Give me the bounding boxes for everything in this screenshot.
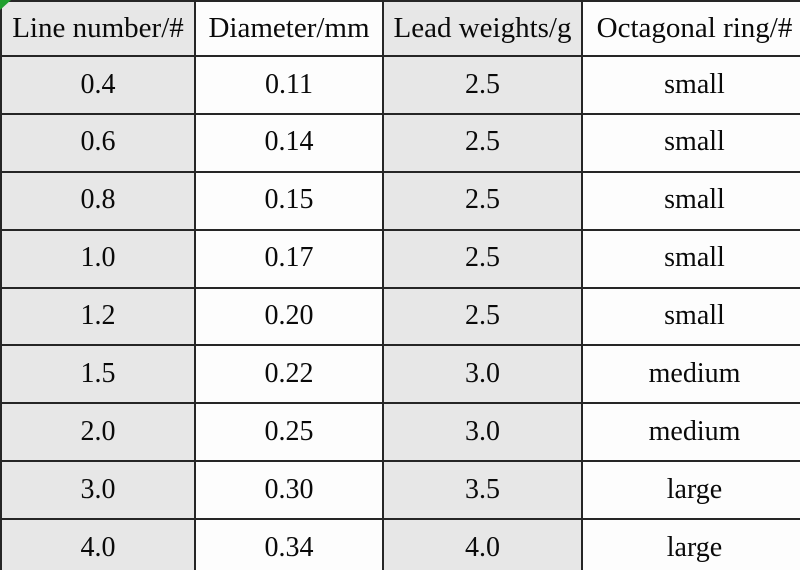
table-cell: 0.14 xyxy=(194,112,384,173)
table-cell: 0.30 xyxy=(194,460,384,520)
table-cell: 3.0 xyxy=(0,460,196,520)
table-cell: 3.0 xyxy=(382,344,583,405)
table-cell: 3.0 xyxy=(382,402,583,463)
table-cell: 2.5 xyxy=(382,228,583,289)
table-cell: small xyxy=(581,170,800,231)
table-cell: 1.5 xyxy=(0,344,196,405)
table-body: 0.4 0.11 2.5 small 0.6 0.14 2.5 small 0.8 0.15 2.5… xyxy=(0,55,800,570)
table-row: 0.4 0.11 2.5 small xyxy=(0,55,800,115)
table-row: 1.5 0.22 3.0 medium xyxy=(0,344,800,405)
table-cell: 2.5 xyxy=(382,286,583,347)
table-cell: 2.0 xyxy=(0,402,196,463)
table-cell: 2.5 xyxy=(382,55,583,115)
table-cell: 3.5 xyxy=(382,460,583,520)
table-cell: 0.20 xyxy=(194,286,384,347)
table-cell: small xyxy=(581,228,800,289)
table-cell: medium xyxy=(581,402,800,463)
table-header-row: Line number/# Diameter/mm Lead weights/g… xyxy=(0,0,800,57)
table-cell: 0.17 xyxy=(194,228,384,289)
table-cell: 0.15 xyxy=(194,170,384,231)
table-cell: 0.4 xyxy=(0,55,196,115)
table-cell: 4.0 xyxy=(0,518,196,570)
table-row: 4.0 0.34 4.0 large xyxy=(0,518,800,570)
header-diameter: Diameter/mm xyxy=(194,0,384,57)
table-row: 0.6 0.14 2.5 small xyxy=(0,112,800,173)
table-cell: 0.22 xyxy=(194,344,384,405)
table-cell: 0.8 xyxy=(0,170,196,231)
header-line-number: Line number/# xyxy=(0,0,196,57)
table-cell: 1.2 xyxy=(0,286,196,347)
table-row: 1.0 0.17 2.5 small xyxy=(0,228,800,289)
table-cell: 1.0 xyxy=(0,228,196,289)
table-cell: small xyxy=(581,286,800,347)
table-cell: 4.0 xyxy=(382,518,583,570)
header-lead-weights: Lead weights/g xyxy=(382,0,583,57)
table-cell: medium xyxy=(581,344,800,405)
table-row: 1.2 0.20 2.5 small xyxy=(0,286,800,347)
header-octagonal-ring: Octagonal ring/# xyxy=(581,0,800,57)
table-cell: 0.6 xyxy=(0,112,196,173)
table-cell: small xyxy=(581,112,800,173)
table-cell: large xyxy=(581,518,800,570)
table-row: 2.0 0.25 3.0 medium xyxy=(0,402,800,463)
table-row: 3.0 0.30 3.5 large xyxy=(0,460,800,520)
table-cell: large xyxy=(581,460,800,520)
table-cell: 2.5 xyxy=(382,112,583,173)
green-triangle-icon xyxy=(0,0,11,10)
table-cell: 0.34 xyxy=(194,518,384,570)
table-cell: small xyxy=(581,55,800,115)
table-cell: 2.5 xyxy=(382,170,583,231)
table-cell: 0.11 xyxy=(194,55,384,115)
table-cell: 0.25 xyxy=(194,402,384,463)
table-row: 0.8 0.15 2.5 small xyxy=(0,170,800,231)
